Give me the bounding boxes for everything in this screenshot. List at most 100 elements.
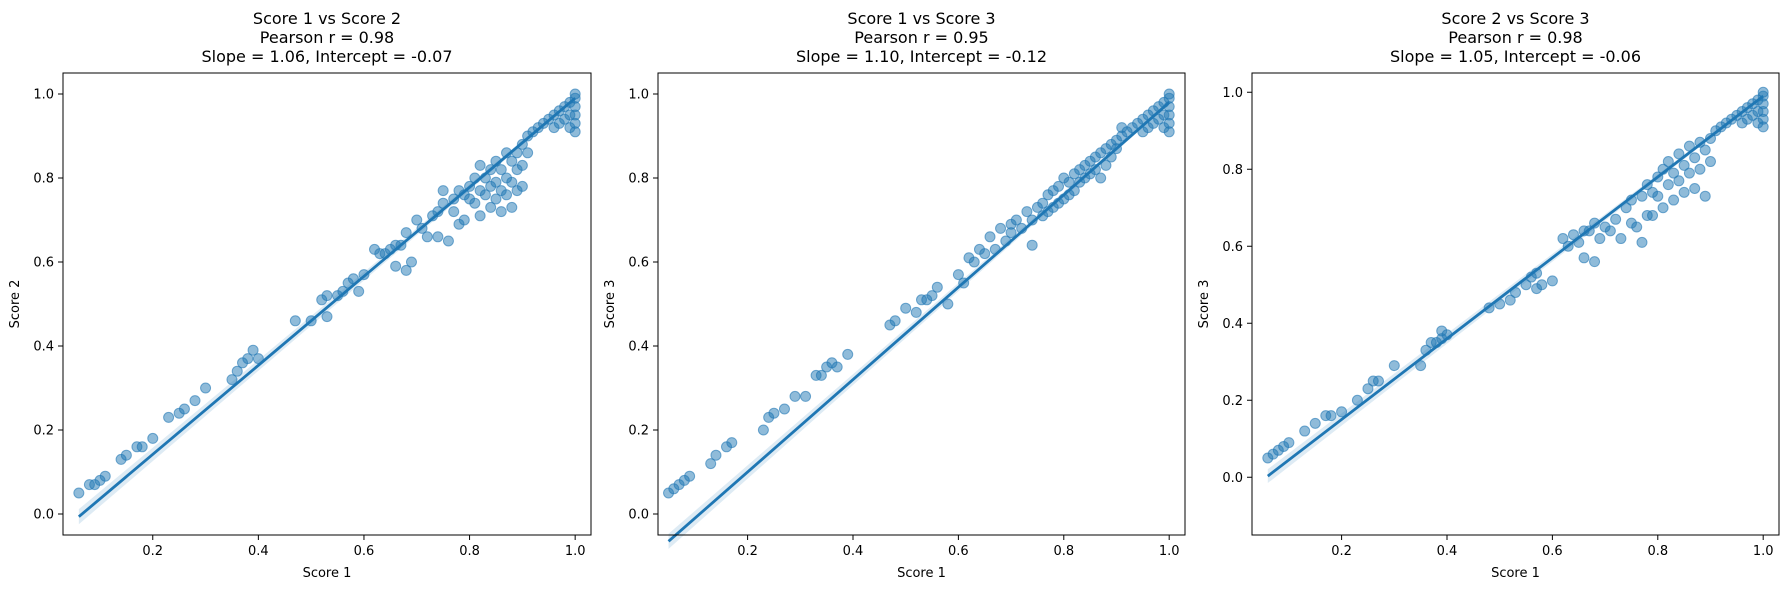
x-tick-label: 0.6 [354, 544, 375, 559]
y-tick-label: 0.4 [1222, 317, 1243, 332]
scatter-point [1362, 383, 1374, 395]
y-tick-label: 1.0 [1222, 86, 1243, 101]
scatter-point [474, 159, 486, 171]
scatter-point [984, 231, 996, 243]
scatter-point [178, 403, 190, 415]
scatter-point [1372, 375, 1384, 387]
x-tick-label: 0.6 [1542, 544, 1563, 559]
scatter-point [1594, 233, 1606, 245]
scatter-point [442, 235, 454, 247]
scatter-point [522, 147, 534, 159]
scatter-point [189, 395, 201, 407]
scatter-point [147, 432, 159, 444]
scatter-point [1021, 206, 1033, 218]
scatter-point [99, 470, 111, 482]
x-tick-label: 0.2 [142, 544, 163, 559]
x-axis-label: Score 1 [1491, 566, 1540, 581]
scatter-point [705, 458, 717, 470]
y-tick-label: 0.4 [33, 340, 54, 355]
scatter-point [469, 197, 481, 209]
scatter-point [1388, 360, 1400, 372]
scatter-point [684, 470, 696, 482]
scatter-point [1662, 156, 1674, 168]
y-tick-label: 0.6 [33, 256, 54, 271]
chart-title-line: Pearson r = 0.95 [854, 28, 988, 47]
scatter-point [495, 164, 507, 176]
scatter-point [900, 302, 912, 314]
scatter-point [400, 227, 412, 239]
axes-frame [1251, 72, 1780, 536]
scatter-point [1757, 86, 1769, 98]
scatter-point [1699, 144, 1711, 156]
scatter-point [995, 222, 1007, 234]
scatter-point [516, 159, 528, 171]
y-axis-label: Score 3 [603, 280, 618, 329]
scatter-point [1578, 252, 1590, 264]
scatter-point [1504, 294, 1516, 306]
scatter-point [1089, 164, 1101, 176]
y-tick-label: 0.4 [628, 340, 649, 355]
scatter-point [1668, 167, 1680, 179]
scatter-point [942, 298, 954, 310]
y-tick-label: 0.8 [1222, 163, 1243, 178]
scatter-point [1026, 214, 1038, 226]
scatter-point [1163, 126, 1175, 138]
scatter-point [1704, 156, 1716, 168]
scatter-point [1757, 121, 1769, 133]
scatter-point [1657, 202, 1669, 214]
scatter-point [1567, 229, 1579, 241]
axes-frame [62, 72, 592, 536]
y-tick-label: 0.2 [33, 424, 54, 439]
scatter-point [405, 256, 417, 268]
x-tick-label: 1.0 [1159, 544, 1180, 559]
scatter-point [231, 365, 243, 377]
scatter-point [800, 390, 812, 402]
scatter-point [569, 88, 581, 100]
regression-line [1266, 94, 1765, 478]
scatter-point [516, 180, 528, 192]
x-tick-label: 1.0 [565, 544, 586, 559]
scatter-point [1100, 159, 1112, 171]
scatter-point [411, 214, 423, 226]
scatter-point [1689, 152, 1701, 164]
scatter-point [73, 487, 85, 499]
scatter-point [1678, 159, 1690, 171]
chart-title-line: Pearson r = 0.98 [1448, 28, 1582, 47]
chart-title-line: Score 1 vs Score 3 [847, 9, 995, 28]
scatter-point [842, 348, 854, 360]
scatter-point [789, 390, 801, 402]
scatter-point [506, 155, 518, 167]
scatter-point [778, 403, 790, 415]
scatter-point [889, 315, 901, 327]
scatter-point [1610, 213, 1622, 225]
scatter-point [495, 206, 507, 218]
scatter-point [710, 449, 722, 461]
scatter-point [458, 214, 470, 226]
x-tick-label: 0.2 [737, 544, 758, 559]
scatter-point [353, 285, 365, 297]
scatter-point [1668, 194, 1680, 206]
chart-title-line: Slope = 1.05, Intercept = -0.06 [1390, 47, 1641, 66]
scatter-point [1546, 275, 1558, 287]
scatter-point [1678, 186, 1690, 198]
scatter-point [979, 248, 991, 260]
scatter-point [1689, 183, 1701, 194]
x-axis-label: Score 1 [897, 566, 946, 581]
y-axis-label: Score 3 [1197, 280, 1212, 329]
x-axis-label: Score 1 [303, 566, 352, 581]
scatter-point [321, 311, 333, 323]
scatter-point [1283, 437, 1295, 449]
chart-title-line: Pearson r = 0.98 [260, 28, 394, 47]
scatter-point [1163, 88, 1175, 100]
scatter-point [501, 189, 513, 201]
scatter-point [1325, 410, 1337, 422]
scatter-point [506, 201, 518, 213]
scatter-point [432, 206, 444, 218]
scatter-point [1604, 225, 1616, 237]
chart-title-line: Slope = 1.06, Intercept = -0.07 [201, 47, 452, 66]
scatter-point [226, 374, 238, 386]
scatter-point [1336, 406, 1348, 418]
scatter-point [1299, 425, 1311, 437]
